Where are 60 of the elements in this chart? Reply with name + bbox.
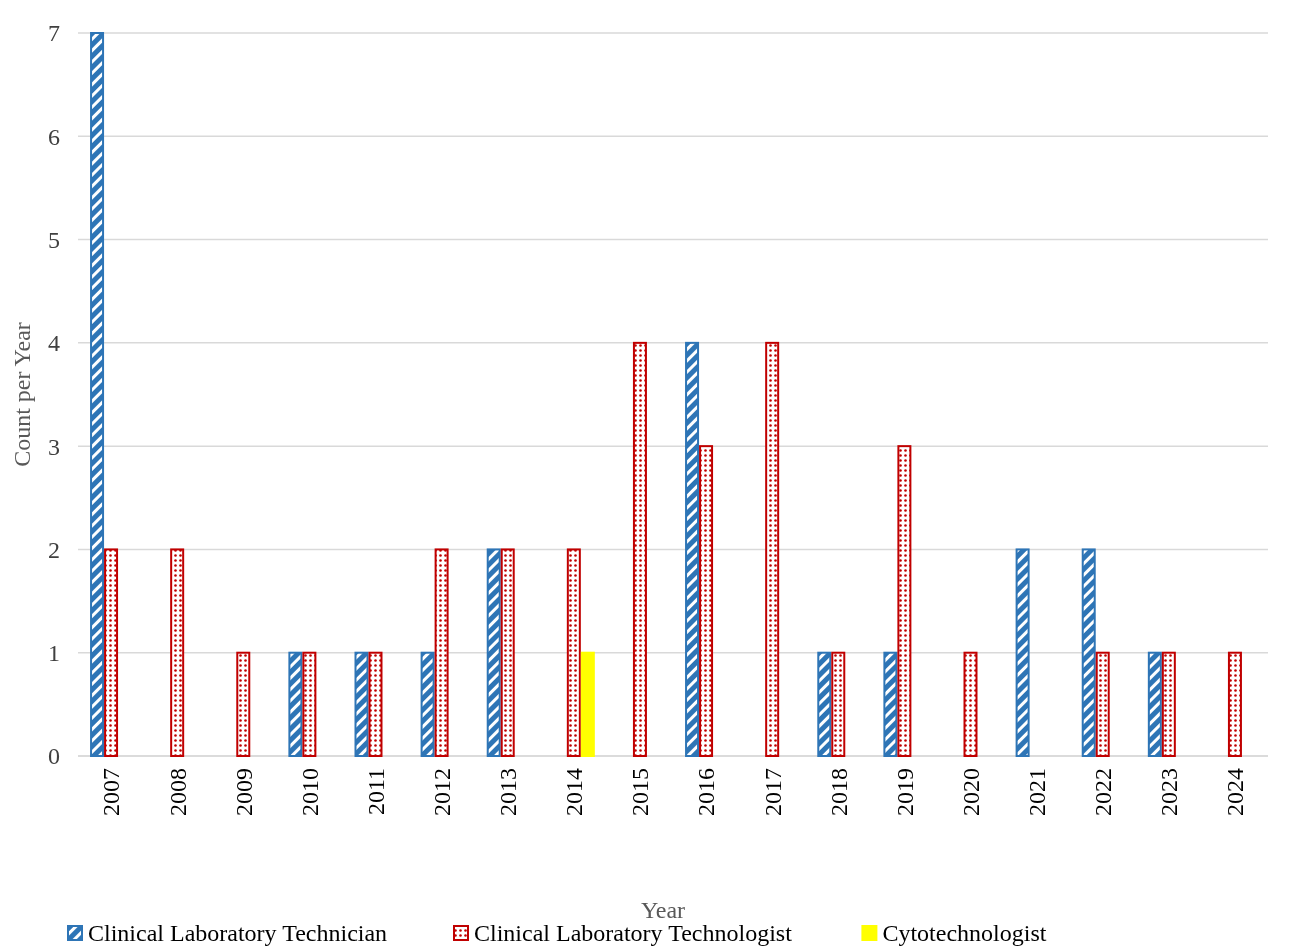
x-tick-label: 2008 — [164, 768, 191, 816]
bar — [580, 651, 595, 757]
x-tick-label: 2011 — [362, 768, 389, 816]
x-tick-label: 2020 — [957, 768, 984, 816]
bar — [817, 651, 832, 757]
bar — [1095, 651, 1110, 757]
x-tick-label: 2023 — [1156, 768, 1183, 816]
y-tick-label: 0 — [48, 743, 60, 770]
bar — [1147, 651, 1162, 757]
bar — [236, 651, 251, 757]
x-tick-label: 2018 — [825, 768, 852, 816]
bar — [1015, 548, 1030, 757]
bar — [420, 651, 435, 757]
legend-label: Cytotechnologist — [882, 920, 1047, 946]
y-tick-label: 1 — [48, 640, 60, 667]
x-tick-label: 2024 — [1222, 768, 1249, 816]
y-tick-label: 7 — [48, 20, 60, 47]
x-tick-label: 2010 — [296, 768, 323, 816]
bar — [90, 32, 105, 757]
bar — [486, 548, 501, 757]
bar — [897, 445, 912, 757]
x-tick-label: 2009 — [230, 768, 257, 816]
x-tick-label: 2007 — [98, 768, 125, 816]
x-tick-label: 2012 — [429, 768, 456, 816]
bar — [368, 651, 383, 757]
bar — [1227, 651, 1242, 757]
bar — [765, 341, 780, 757]
bar — [288, 651, 303, 757]
x-tick-label: 2017 — [759, 768, 786, 816]
bar — [302, 651, 317, 757]
y-tick-label: 6 — [48, 123, 60, 150]
bar — [699, 445, 714, 757]
y-axis-title: Count per Year — [9, 322, 35, 467]
y-tick-label: 2 — [48, 536, 60, 563]
legend-label: Clinical Laboratory Technician — [88, 920, 388, 946]
bar — [1081, 548, 1096, 757]
x-tick-label: 2015 — [627, 768, 654, 816]
bar — [831, 651, 846, 757]
bar — [170, 548, 185, 757]
y-tick-label: 4 — [48, 330, 60, 357]
bar — [883, 651, 898, 757]
bar — [566, 548, 581, 757]
legend-label: Clinical Laboratory Technologist — [474, 920, 793, 946]
bar — [1161, 651, 1176, 757]
bar — [963, 651, 978, 757]
x-tick-label: 2021 — [1024, 768, 1051, 816]
x-tick-label: 2016 — [693, 768, 720, 816]
y-tick-label: 3 — [48, 433, 60, 460]
x-tick-label: 2019 — [891, 768, 918, 816]
x-axis-title: Year — [640, 897, 686, 923]
x-tick-label: 2014 — [561, 768, 588, 816]
bar — [500, 548, 515, 757]
bar — [434, 548, 449, 757]
x-tick-label: 2022 — [1090, 768, 1117, 816]
bar — [104, 548, 119, 757]
x-tick-label: 2013 — [495, 768, 522, 816]
bar — [685, 341, 700, 757]
bar — [632, 341, 647, 757]
y-tick-label: 5 — [48, 226, 60, 253]
bar — [354, 651, 369, 757]
